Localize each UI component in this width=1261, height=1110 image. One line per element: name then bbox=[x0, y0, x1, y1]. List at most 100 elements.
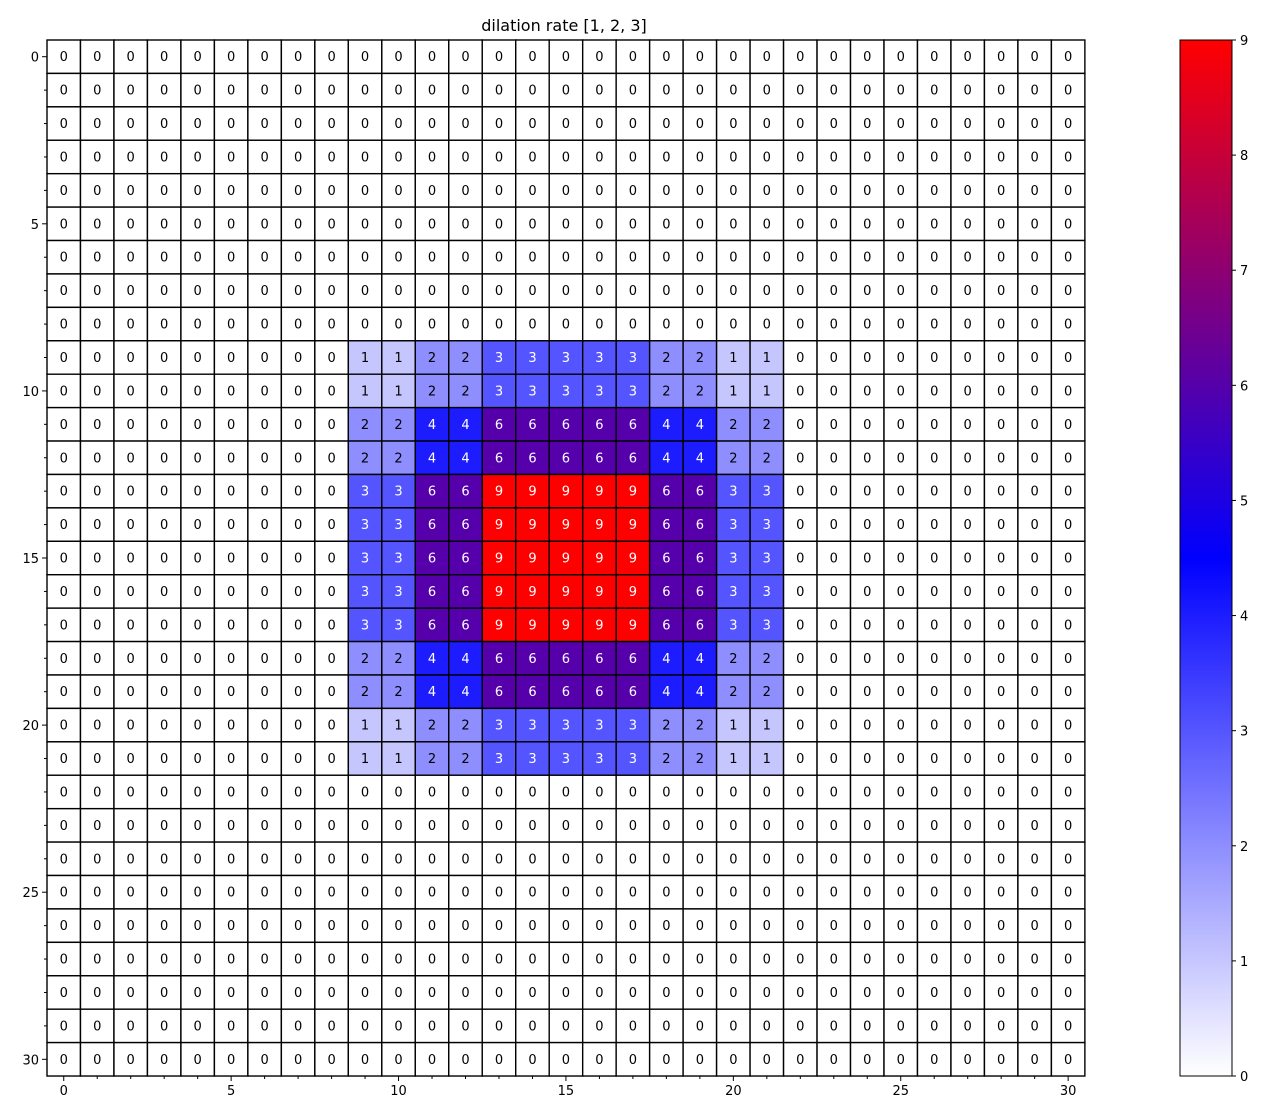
heatmap-cell bbox=[615, 273, 651, 309]
cell-value-label: 0 bbox=[93, 552, 101, 567]
cell-value-label: 0 bbox=[160, 552, 168, 567]
cell-value-label: 0 bbox=[964, 919, 972, 934]
heatmap-cell bbox=[515, 306, 550, 342]
heatmap-cell bbox=[1017, 674, 1053, 710]
heatmap-cell bbox=[481, 39, 517, 75]
cell-value-label: 0 bbox=[964, 819, 972, 834]
cell-value-label: 0 bbox=[964, 886, 972, 901]
cell-value-label: 0 bbox=[997, 251, 1005, 266]
cell-value-label: 0 bbox=[629, 50, 637, 65]
cell-value-label: 6 bbox=[528, 451, 536, 466]
cell-value-label: 6 bbox=[562, 418, 570, 433]
cell-value-label: 0 bbox=[160, 852, 168, 867]
cell-value-label: 0 bbox=[394, 852, 402, 867]
heatmap-cell bbox=[414, 106, 450, 141]
cell-value-label: 0 bbox=[394, 1053, 402, 1068]
cell-value-label: 6 bbox=[595, 418, 603, 433]
heatmap-cell bbox=[682, 540, 718, 576]
cell-value-label: 3 bbox=[495, 719, 503, 734]
cell-value-label: 0 bbox=[863, 953, 871, 968]
cell-value-label: 0 bbox=[93, 652, 101, 667]
cell-value-label: 0 bbox=[194, 618, 202, 633]
cell-value-label: 0 bbox=[294, 552, 302, 567]
cell-value-label: 0 bbox=[763, 785, 771, 800]
cell-value-label: 0 bbox=[327, 318, 335, 333]
heatmap-cell bbox=[79, 707, 115, 743]
heatmap-cell bbox=[782, 807, 818, 843]
cell-value-label: 9 bbox=[528, 518, 536, 533]
cell-value-label: 0 bbox=[260, 752, 268, 767]
cell-value-label: 3 bbox=[528, 719, 536, 734]
cell-value-label: 0 bbox=[160, 819, 168, 834]
cell-value-label: 0 bbox=[160, 986, 168, 1001]
cell-value-label: 2 bbox=[428, 384, 436, 399]
y-tick-label: 5 bbox=[31, 218, 39, 233]
y-tick-label: 20 bbox=[22, 719, 39, 734]
cell-value-label: 0 bbox=[930, 284, 938, 299]
heatmap-cell bbox=[79, 908, 115, 944]
heatmap-cell bbox=[515, 540, 550, 576]
cell-value-label: 4 bbox=[662, 685, 670, 700]
cell-value-label: 6 bbox=[428, 618, 436, 633]
heatmap-cell bbox=[1017, 607, 1053, 643]
heatmap-cell bbox=[515, 273, 550, 309]
cell-value-label: 0 bbox=[127, 117, 135, 132]
heatmap-cell bbox=[448, 239, 483, 275]
cell-value-label: 0 bbox=[1064, 518, 1072, 533]
cell-value-label: 0 bbox=[160, 585, 168, 600]
cell-value-label: 0 bbox=[528, 318, 536, 333]
heatmap-cell bbox=[548, 741, 584, 776]
cell-value-label: 9 bbox=[562, 618, 570, 633]
cell-value-label: 0 bbox=[394, 819, 402, 834]
heatmap-cell bbox=[581, 1041, 617, 1077]
cell-value-label: 6 bbox=[562, 685, 570, 700]
cell-value-label: 0 bbox=[696, 318, 704, 333]
cell-value-label: 0 bbox=[93, 886, 101, 901]
heatmap-cell bbox=[883, 106, 919, 141]
cell-value-label: 0 bbox=[428, 1019, 436, 1034]
heatmap-cell bbox=[1050, 540, 1086, 576]
cell-value-label: 0 bbox=[194, 518, 202, 533]
cell-value-label: 0 bbox=[830, 886, 838, 901]
cell-value-label: 0 bbox=[327, 418, 335, 433]
cell-value-label: 0 bbox=[796, 785, 804, 800]
cell-value-label: 0 bbox=[260, 785, 268, 800]
cell-value-label: 0 bbox=[495, 852, 503, 867]
cell-value-label: 0 bbox=[897, 886, 905, 901]
cell-value-label: 0 bbox=[763, 117, 771, 132]
cell-value-label: 6 bbox=[629, 652, 637, 667]
heatmap-cell bbox=[247, 741, 283, 776]
heatmap-cell bbox=[950, 674, 986, 710]
heatmap-cell bbox=[1050, 741, 1086, 776]
cell-value-label: 0 bbox=[1031, 585, 1039, 600]
heatmap-cell bbox=[916, 540, 952, 576]
heatmap-cell bbox=[816, 707, 852, 743]
cell-value-label: 0 bbox=[729, 284, 737, 299]
cell-value-label: 0 bbox=[897, 719, 905, 734]
cell-value-label: 0 bbox=[260, 251, 268, 266]
heatmap-cell bbox=[79, 540, 115, 576]
cell-value-label: 0 bbox=[528, 852, 536, 867]
cell-value-label: 0 bbox=[194, 986, 202, 1001]
cell-value-label: 0 bbox=[227, 685, 235, 700]
cell-value-label: 0 bbox=[93, 953, 101, 968]
heatmap-cell bbox=[581, 273, 617, 309]
heatmap-cell bbox=[146, 306, 182, 342]
cell-value-label: 2 bbox=[394, 451, 402, 466]
cell-value-label: 0 bbox=[930, 785, 938, 800]
cell-value-label: 6 bbox=[662, 618, 670, 633]
heatmap-cell bbox=[916, 106, 952, 141]
cell-value-label: 0 bbox=[562, 819, 570, 834]
cell-value-label: 0 bbox=[294, 217, 302, 232]
cell-value-label: 0 bbox=[1064, 251, 1072, 266]
cell-value-label: 0 bbox=[897, 919, 905, 934]
cell-value-label: 0 bbox=[1031, 953, 1039, 968]
cell-value-label: 0 bbox=[763, 50, 771, 65]
cell-value-label: 0 bbox=[964, 284, 972, 299]
heatmap-cell bbox=[883, 206, 919, 242]
cell-value-label: 0 bbox=[1031, 752, 1039, 767]
heatmap-cell bbox=[950, 1041, 986, 1077]
heatmap-cell bbox=[414, 741, 450, 776]
heatmap-cell bbox=[581, 707, 617, 743]
cell-value-label: 0 bbox=[830, 184, 838, 199]
